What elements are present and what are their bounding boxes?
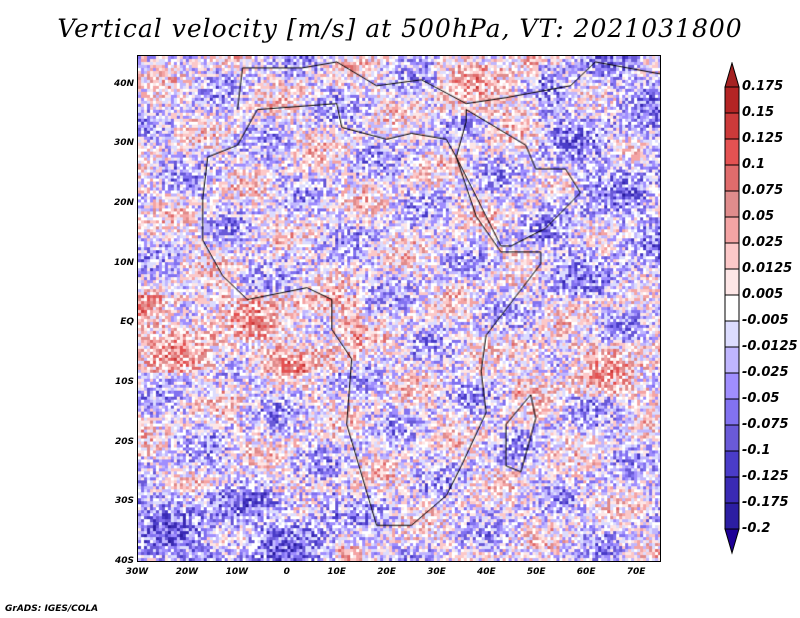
colorbar-label: 0.15 — [742, 105, 775, 120]
colorbar-label: -0.05 — [742, 391, 780, 406]
x-tick-label: 10W — [225, 567, 249, 577]
colorbar — [724, 62, 740, 555]
colorbar-label: 0.175 — [742, 79, 784, 94]
colorbar-box — [724, 398, 740, 426]
y-tick-label: EQ — [120, 317, 134, 328]
colorbar-box — [724, 346, 740, 374]
y-tick-label: 30N — [113, 138, 134, 149]
colorbar-box — [724, 476, 740, 504]
vertical-velocity-map — [137, 55, 661, 562]
x-tick-label: 30W — [125, 567, 149, 577]
x-tick-label: 30E — [427, 567, 446, 577]
x-tick-label: 20W — [175, 567, 199, 577]
plot-title: Vertical velocity [m/s] at 500hPa, VT: 2… — [57, 14, 743, 43]
x-tick-label: 0 — [283, 567, 290, 577]
colorbar-label: -0.025 — [742, 365, 789, 380]
y-tick-label: 40N — [113, 78, 134, 89]
colorbar-label: -0.125 — [742, 469, 789, 484]
colorbar-box — [724, 320, 740, 348]
x-tick-label: 70E — [626, 567, 646, 577]
colorbar-box — [724, 216, 740, 244]
colorbar-label: 0.0125 — [742, 261, 793, 276]
x-tick-label: 60E — [576, 567, 596, 577]
colorbar-label: -0.1 — [742, 443, 771, 458]
colorbar-label: 0.025 — [742, 235, 784, 250]
colorbar-label: 0.1 — [742, 157, 766, 172]
x-tick-label: 20E — [377, 567, 396, 577]
y-tick-label: 10N — [113, 257, 134, 268]
grads-credit: GrADS: IGES/COLA — [5, 604, 99, 614]
colorbar-box — [724, 164, 740, 192]
colorbar-box — [724, 86, 740, 114]
colorbar-box — [724, 450, 740, 478]
x-tick-label: 10E — [327, 567, 346, 577]
colorbar-label: -0.075 — [742, 417, 789, 432]
y-tick-label: 20N — [113, 198, 134, 209]
y-tick-label: 20S — [114, 436, 134, 447]
colorbar-label: -0.2 — [742, 521, 771, 536]
colorbar-box — [724, 268, 740, 296]
colorbar-box — [724, 242, 740, 270]
colorbar-label: 0.075 — [742, 183, 784, 198]
colorbar-box — [724, 190, 740, 218]
colorbar-label: -0.175 — [742, 495, 789, 510]
colorbar-top-arrow — [724, 62, 740, 88]
colorbar-label: -0.0125 — [742, 339, 798, 354]
colorbar-bottom-arrow — [724, 528, 740, 555]
colorbar-label: 0.005 — [742, 287, 784, 302]
colorbar-label: -0.005 — [742, 313, 789, 328]
x-tick-label: 50E — [526, 567, 546, 577]
colorbar-label: 0.05 — [742, 209, 775, 224]
colorbar-box — [724, 424, 740, 452]
colorbar-box — [724, 502, 740, 530]
y-tick-label: 10S — [114, 377, 134, 388]
colorbar-box — [724, 372, 740, 400]
colorbar-box — [724, 294, 740, 322]
y-tick-label: 30S — [114, 496, 134, 507]
colorbar-box — [724, 138, 740, 166]
colorbar-label: 0.125 — [742, 131, 784, 146]
x-tick-label: 40E — [476, 567, 496, 577]
colorbar-box — [724, 112, 740, 140]
y-tick-label: 40S — [114, 556, 134, 566]
